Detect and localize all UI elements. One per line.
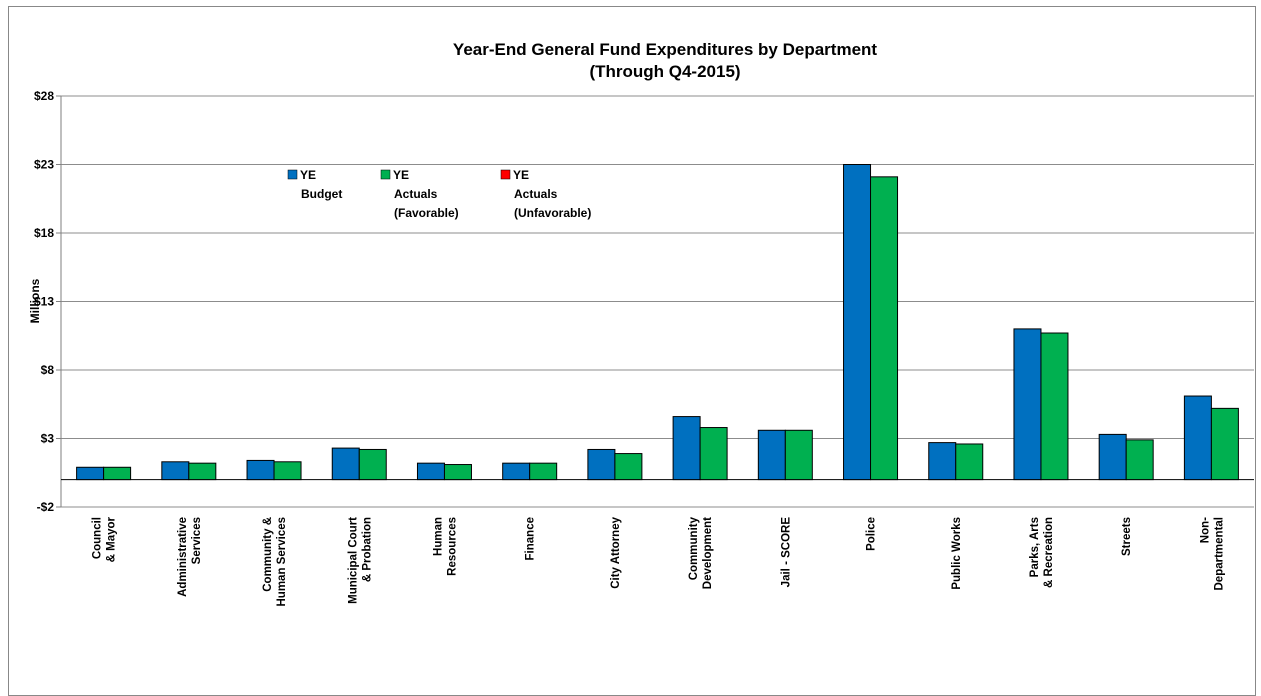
bar-budget [416, 462, 445, 481]
x-category-label-line: Parks, Arts [1029, 517, 1041, 577]
bar-actuals-favorable [614, 453, 643, 481]
x-category-label-line: & Probation [361, 517, 373, 582]
x-category-label: Parks, Arts & Recreation [1029, 517, 1055, 588]
x-category-label-line: Police [866, 517, 878, 551]
x-category-label-line: Municipal Court [347, 517, 359, 604]
x-category-label: City Attorney [610, 516, 622, 588]
x-category-label-line: Community [688, 516, 700, 580]
chart-title-line: (Through Q4-2015) [589, 62, 740, 81]
legend-swatch [287, 169, 298, 180]
bar-budget [587, 448, 616, 481]
bar-budget [843, 164, 872, 481]
bar-budget [1098, 433, 1127, 481]
y-tick-label: $13 [34, 295, 54, 309]
x-category-label-line: Departmental [1213, 517, 1225, 591]
x-category-label-line: Administrative [177, 517, 189, 597]
x-category-label: Finance [525, 517, 537, 560]
x-category-label-line: Services [191, 517, 203, 564]
chart-frame: Year-End General Fund Expenditures by De… [8, 6, 1256, 696]
bar-budget [757, 429, 786, 481]
bar-budget [1183, 395, 1212, 481]
y-tick-label: $23 [34, 158, 54, 172]
bar-actuals-favorable [443, 464, 472, 481]
x-category-label: Council & Mayor [92, 516, 118, 562]
bar-budget [1013, 328, 1042, 481]
x-category-label: Jail - SCORE [780, 517, 792, 588]
y-tick-label: $28 [34, 89, 54, 103]
bar-actuals-favorable [699, 427, 728, 481]
bar-actuals-favorable [870, 176, 899, 481]
x-category-label: Community Development [688, 516, 714, 589]
bar-budget [76, 466, 105, 481]
legend-label: Actuals [394, 187, 438, 201]
x-category-label-line: City Attorney [610, 516, 622, 588]
x-category-label-line: Non- [1199, 517, 1211, 543]
bar-actuals-favorable [358, 448, 387, 481]
x-category-label: Human Resources [432, 517, 458, 576]
legend-swatch [500, 169, 511, 180]
bar-budget [331, 447, 360, 481]
y-tick-label: $3 [41, 432, 55, 446]
legend-swatch [380, 169, 391, 180]
legend-label: (Favorable) [394, 206, 459, 220]
bar-budget [161, 461, 190, 481]
bar-actuals-favorable [955, 443, 984, 481]
legend-label: YE [393, 168, 409, 182]
legend-label: Budget [301, 187, 342, 201]
y-tick-label: -$2 [37, 500, 55, 514]
x-category-label: Municipal Court & Probation [347, 517, 373, 604]
bar-actuals-favorable [1210, 407, 1239, 481]
legend-label: Actuals [514, 187, 558, 201]
y-tick-label: $8 [41, 363, 55, 377]
x-category-label: Non- Departmental [1199, 517, 1225, 591]
bar-actuals-favorable [188, 462, 217, 481]
bar-budget [502, 462, 531, 481]
x-category-label: Public Works [951, 517, 963, 590]
bar-actuals-favorable [529, 462, 558, 481]
x-category-label: Administrative Services [177, 517, 203, 597]
legend-label: YE [300, 168, 316, 182]
x-category-label-line: Human Services [276, 517, 288, 607]
bar-budget [928, 442, 957, 481]
bar-actuals-favorable [273, 461, 302, 481]
chart-title-line: Year-End General Fund Expenditures by De… [453, 40, 877, 59]
x-category-label-line: Community & [262, 517, 274, 592]
bar-budget [246, 459, 275, 481]
x-category-label: Streets [1121, 517, 1133, 556]
x-category-label-line: Resources [446, 517, 458, 576]
bar-actuals-favorable [1040, 332, 1069, 481]
y-tick-label: $18 [34, 226, 54, 240]
bar-budget [672, 416, 701, 481]
y-axis-label: Millions [28, 278, 42, 323]
bar-actuals-favorable [784, 429, 813, 481]
x-category-label-line: Finance [525, 517, 537, 560]
x-category-label-line: Council [92, 517, 104, 559]
x-category-label-line: Development [702, 517, 714, 589]
x-category-label-line: & Mayor [106, 516, 118, 562]
x-category-label: Community & Human Services [262, 517, 288, 607]
x-category-label-line: Public Works [951, 517, 963, 590]
legend-label: (Unfavorable) [514, 206, 591, 220]
x-category-label-line: Human [432, 517, 444, 556]
bar-actuals-favorable [103, 466, 132, 481]
x-category-label-line: & Recreation [1043, 517, 1055, 588]
x-category-label-line: Jail - SCORE [780, 517, 792, 588]
x-category-label-line: Streets [1121, 517, 1133, 556]
legend-label: YE [513, 168, 529, 182]
x-category-label: Police [866, 517, 878, 551]
bar-actuals-favorable [1125, 439, 1154, 481]
chart: Year-End General Fund Expenditures by De… [28, 40, 1254, 607]
